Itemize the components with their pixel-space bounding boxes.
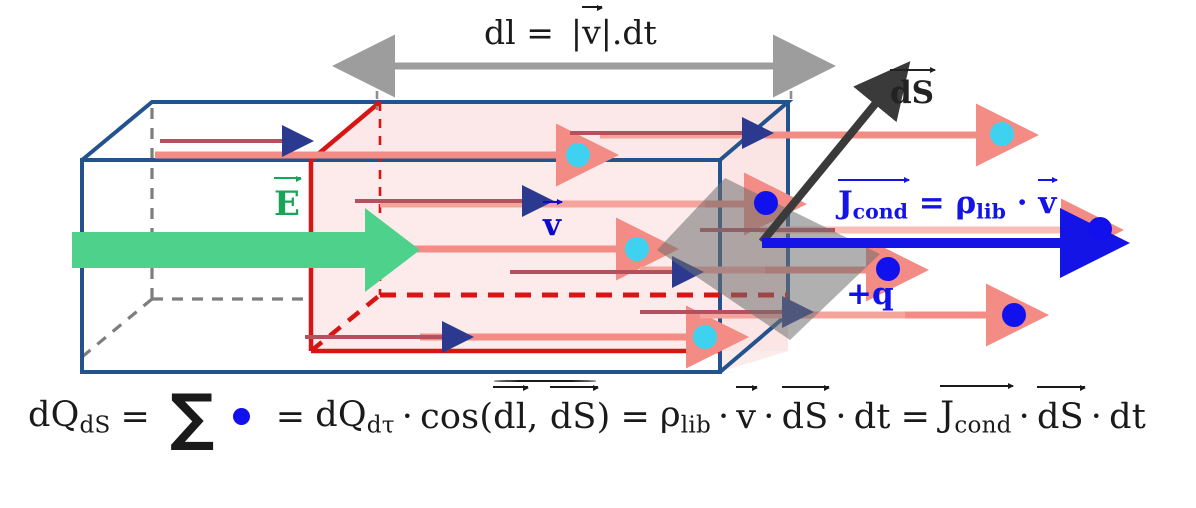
ds-surface-plane	[657, 178, 880, 340]
charge-dots-blue	[754, 191, 1112, 327]
eq-equals-3: =	[620, 396, 651, 437]
eq-cdot-5: ·	[1018, 396, 1030, 437]
eq-v-vector: v	[736, 384, 759, 437]
charge-label: +q	[846, 276, 894, 312]
eq-cdot-1: ·	[401, 396, 414, 437]
eq-jcond-vector: Jcond	[940, 383, 1014, 439]
electric-field-arrow	[72, 208, 420, 292]
eq-angle-group: dl, dS	[493, 380, 599, 437]
eq-dt-2: dt	[1109, 396, 1146, 437]
eq-equals-4: =	[900, 396, 931, 437]
eq-cdot-4: ·	[835, 396, 847, 437]
summation-symbol: ∑	[170, 380, 215, 453]
eq-equals-1: =	[120, 396, 151, 437]
eq-dS-vector-1: dS	[549, 384, 599, 437]
eq-cdot-2: ·	[717, 396, 730, 437]
eq-dQdtau: dQdτ	[315, 395, 395, 439]
blue-charge-dot-icon	[232, 408, 250, 426]
electric-field-label: E	[274, 175, 302, 221]
velocity-label: v	[543, 199, 564, 241]
eq-equals-2: =	[275, 396, 306, 437]
eq-dS-vector-2: dS	[781, 384, 831, 437]
charge-dots-cyan	[566, 122, 1014, 349]
eq-dl-vector: dl	[493, 384, 530, 437]
eq-paren-close: )	[596, 396, 611, 437]
eq-cdot-6: ·	[1090, 396, 1103, 437]
eq-cos: cos(	[420, 396, 494, 437]
eq-rho-lib: ρlib	[660, 395, 711, 439]
ds-normal-arrow	[758, 61, 911, 245]
eq-dt-1: dt	[853, 396, 891, 437]
current-density-label: Jcond = ρlib · v	[838, 177, 1059, 222]
eq-dS-vector-3: dS	[1036, 384, 1086, 437]
dl-measure-label: dl = |v |.dt	[484, 4, 657, 49]
eq-dQdS: dQdS	[28, 395, 111, 439]
ds-label: dS	[890, 67, 937, 109]
flux-equation: dQdS = ∑ = dQdτ · cos( dl, dS ) = ρlib ·…	[28, 380, 1146, 453]
eq-cdot-3: ·	[763, 396, 775, 437]
